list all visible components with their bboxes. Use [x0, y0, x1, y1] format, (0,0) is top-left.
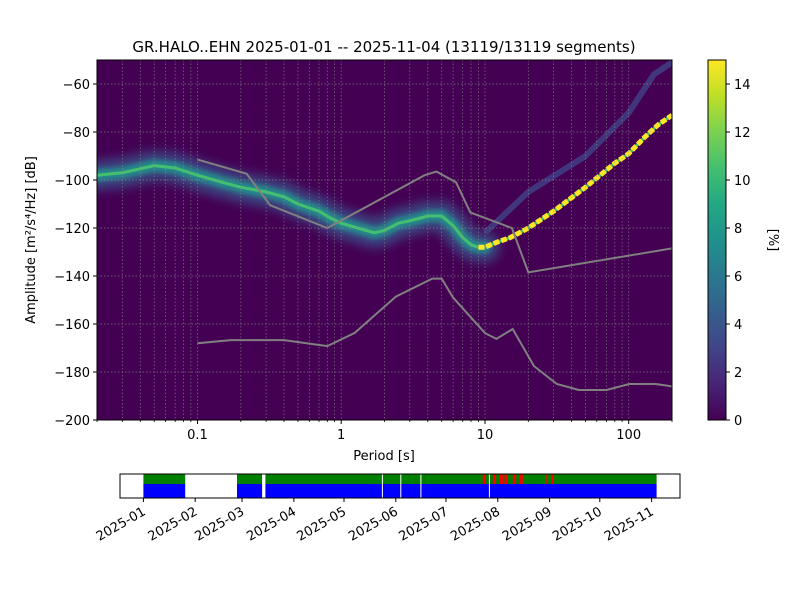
y-tick-label: −160	[54, 318, 90, 333]
timeline-flagged-segment	[546, 474, 548, 484]
chart-title: GR.HALO..EHN 2025-01-01 -- 2025-11-04 (1…	[132, 38, 635, 56]
colorbar-tick-label: 14	[734, 78, 751, 93]
timeline-frame	[119, 473, 681, 499]
plot-area: 0.1 1 10 100 −60 −80 −100 −120 −140 −160 −180 −200	[54, 59, 673, 443]
colorbar-tick-label: 8	[734, 222, 742, 237]
timeline-data-segment	[143, 484, 186, 498]
timeline-flagged-segment	[551, 474, 553, 484]
timeline-data-segment	[237, 484, 263, 498]
timeline-date-ticks: 2025-012025-022025-032025-042025-052025-…	[94, 498, 657, 545]
y-tick-label: −200	[54, 414, 90, 429]
y-tick-label: −140	[54, 270, 90, 285]
x-axis-ticks: 0.1 1 10 100	[96, 420, 673, 443]
timeline-tick-label: 2025-04	[244, 504, 299, 544]
timeline-tick-label: 2025-10	[550, 504, 605, 544]
timeline-tick-label: 2025-06	[346, 504, 401, 544]
colorbar: 0 2 4 6 8 10 12 14 [%]	[707, 59, 780, 429]
timeline-used-segment	[265, 474, 657, 484]
colorbar-tick-label: 2	[734, 366, 742, 381]
timeline-used-segment	[237, 474, 263, 484]
colorbar-label: [%]	[765, 229, 780, 252]
colorbar-gradient	[707, 59, 727, 421]
ppsd-high-density-line	[478, 113, 672, 250]
x-tick-label: 10	[477, 428, 494, 443]
timeline-tick-label: 2025-01	[94, 504, 149, 544]
y-tick-label: −100	[54, 174, 90, 189]
timeline-flagged-segment	[519, 474, 523, 484]
timeline-tick-label: 2025-07	[396, 504, 451, 544]
x-axis-label: Period [s]	[353, 449, 415, 464]
grid-lines	[97, 60, 672, 420]
y-tick-label: −180	[54, 366, 90, 381]
data-availability-timeline: 2025-012025-022025-032025-042025-052025-…	[94, 473, 681, 545]
timeline-flagged-segment	[504, 474, 508, 484]
y-axis-ticks: −60 −80 −100 −120 −140 −160 −180 −200	[54, 78, 97, 429]
timeline-used-segment	[143, 474, 186, 484]
timeline-tick-label: 2025-08	[448, 504, 503, 544]
colorbar-tick-label: 4	[734, 318, 742, 333]
timeline-data-segment	[265, 484, 657, 498]
timeline-tick-label: 2025-09	[500, 504, 555, 544]
x-tick-label: 100	[616, 428, 641, 443]
timeline-tick-label: 2025-02	[146, 504, 201, 544]
timeline-tick-label: 2025-11	[602, 504, 657, 544]
colorbar-tick-label: 10	[734, 174, 751, 189]
y-axis-label: Amplitude [m²/s⁴/Hz] [dB]	[24, 156, 39, 324]
colorbar-tick-label: 6	[734, 270, 742, 285]
colorbar-tick-label: 12	[734, 126, 751, 141]
colorbar-ticks: 0 2 4 6 8 10 12 14	[726, 78, 751, 429]
timeline-flagged-segment	[512, 474, 517, 484]
y-tick-label: −60	[63, 78, 90, 93]
nhnm-curve	[197, 158, 672, 274]
x-tick-label: 0.1	[187, 428, 208, 443]
timeline-flagged-segment	[499, 474, 503, 484]
noise-model-layer	[197, 158, 672, 391]
nlnm-curve	[197, 277, 672, 391]
ppsd-faint-branch	[482, 60, 672, 235]
timeline-flagged-segment	[492, 474, 497, 484]
y-tick-label: −80	[63, 126, 90, 141]
y-tick-label: −120	[54, 222, 90, 237]
timeline-bars	[143, 474, 657, 498]
timeline-flagged-segment	[482, 474, 486, 484]
timeline-tick-label: 2025-03	[192, 504, 247, 544]
timeline-tick-label: 2025-05	[294, 504, 349, 544]
colorbar-tick-label: 0	[734, 414, 742, 429]
x-tick-label: 1	[337, 428, 345, 443]
